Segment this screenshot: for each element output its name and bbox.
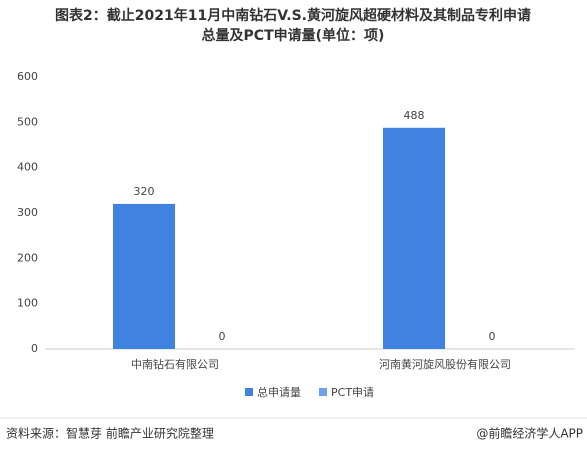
y-tick-label: 200 (17, 251, 38, 264)
legend-label: 总申请量 (257, 385, 301, 399)
legend-swatch (245, 388, 253, 396)
x-tick-label: 河南黄河旋风股份有限公司 (379, 357, 511, 371)
bar (113, 203, 175, 349)
y-tick-label: 400 (17, 161, 38, 174)
chart-title: 图表2：截止2021年11月中南钻石V.S.黄河旋风超硬材料及其制品专利申请 (55, 7, 531, 24)
chart-title: 总量及PCT申请量(单位：项) (202, 27, 385, 44)
legend-swatch (319, 388, 327, 396)
y-tick-label: 600 (17, 70, 38, 83)
credit: @前瞻经济学人APP (476, 426, 583, 441)
data-label: 0 (219, 330, 226, 343)
y-tick-label: 500 (17, 115, 38, 128)
y-tick-label: 300 (17, 206, 38, 219)
legend-label: PCT申请 (331, 386, 374, 399)
data-label: 320 (134, 185, 155, 198)
x-tick-label: 中南钻石有限公司 (131, 357, 219, 371)
data-label: 488 (404, 109, 425, 122)
y-tick-label: 100 (17, 297, 38, 310)
bar (383, 127, 445, 349)
source: 资料来源：智慧芽 前瞻产业研究院整理 (6, 426, 214, 441)
y-tick-label: 0 (31, 342, 38, 355)
data-label: 0 (489, 330, 496, 343)
